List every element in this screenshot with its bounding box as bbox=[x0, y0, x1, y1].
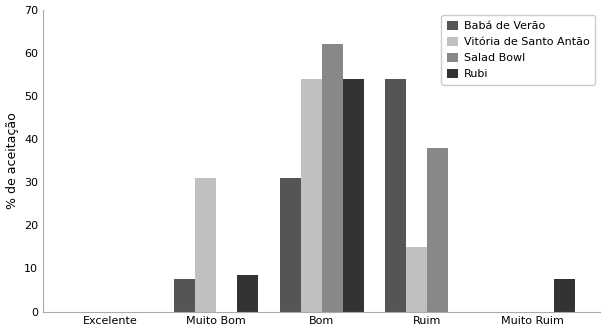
Bar bbox=[385, 79, 406, 312]
Legend: Babá de Verão, Vitória de Santo Antão, Salad Bowl, Rubi: Babá de Verão, Vitória de Santo Antão, S… bbox=[441, 15, 595, 85]
Bar bbox=[195, 178, 216, 312]
Bar bbox=[554, 279, 575, 312]
Bar bbox=[174, 279, 195, 312]
Bar bbox=[301, 79, 322, 312]
Bar bbox=[322, 44, 343, 312]
Bar bbox=[238, 275, 258, 312]
Bar bbox=[427, 148, 448, 312]
Bar bbox=[279, 178, 301, 312]
Y-axis label: % de aceitação: % de aceitação bbox=[5, 112, 19, 209]
Bar bbox=[343, 79, 364, 312]
Bar bbox=[406, 247, 427, 312]
